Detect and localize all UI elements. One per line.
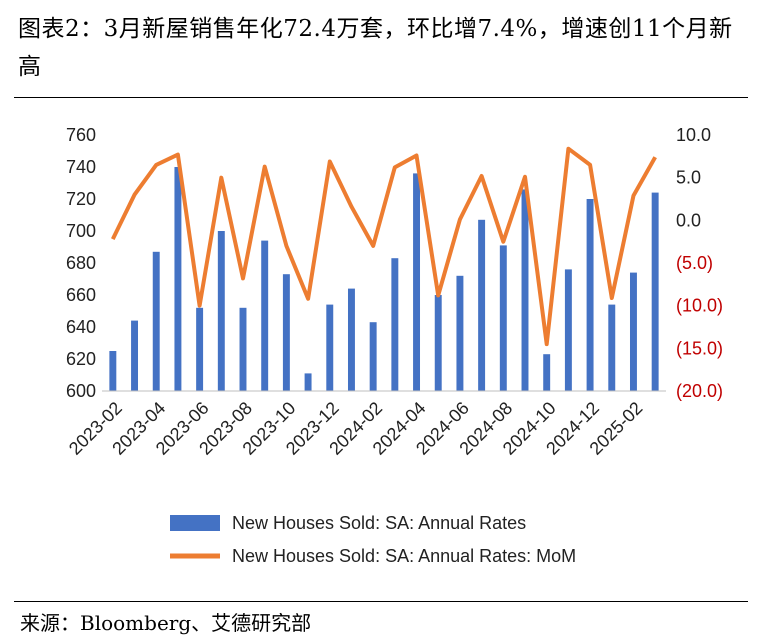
bar [564,269,572,391]
top-divider [14,97,748,98]
bar [152,251,160,391]
left-tick-label: 680 [66,253,96,273]
bar [478,219,486,391]
bar [217,231,225,391]
legend: New Houses Sold: SA: Annual Rates New Ho… [170,513,576,566]
right-axis-ticks: (20.0) (15.0) (10.0) (5.0) 0.0 5.0 10.0 [676,125,723,401]
right-tick-label: 0.0 [676,210,701,230]
bar [608,304,616,391]
bar [282,274,290,391]
left-tick-label: 720 [66,189,96,209]
left-tick-label: 700 [66,221,96,241]
combo-chart: 600 620 640 660 680 700 720 740 760 (20.0) (15.0)… [65,125,723,566]
bar [109,351,117,391]
bar [521,189,529,391]
right-tick-label: (10.0) [676,296,723,316]
left-tick-label: 760 [66,125,96,145]
left-tick-label: 640 [66,317,96,337]
bar [456,275,464,391]
left-axis-ticks: 600 620 640 660 680 700 720 740 760 [66,125,96,401]
bar [651,192,659,391]
bar-series [109,167,659,391]
bar [391,258,399,391]
bar [413,173,421,391]
legend-bar-swatch [170,515,220,531]
bar [196,307,204,391]
bar [586,199,594,391]
chart-title: 图表2：3月新屋销售年化72.4万套，环比增7.4%，增速创11个月新高 [18,16,733,80]
right-tick-label: (5.0) [676,253,713,273]
bar [347,288,355,391]
right-tick-label: (20.0) [676,381,723,401]
bar [239,307,247,391]
bar [543,354,551,391]
bar [326,304,334,391]
left-tick-label: 740 [66,157,96,177]
right-tick-label: (15.0) [676,338,723,358]
mom-line [111,146,657,347]
legend-bar-label: New Houses Sold: SA: Annual Rates [232,513,526,533]
right-tick-label: 10.0 [676,125,711,145]
left-tick-label: 600 [66,381,96,401]
legend-line-label: New Houses Sold: SA: Annual Rates: MoM [232,546,576,566]
left-tick-label: 620 [66,349,96,369]
bar [499,245,507,391]
bar [261,240,269,391]
bar [434,295,442,391]
source-note: 来源：Bloomberg、艾德研究部 [20,611,312,635]
x-axis-ticks: 2023-022023-042023-062023-082023-102023-… [65,398,646,459]
right-tick-label: 5.0 [676,168,701,188]
bottom-divider [14,601,748,602]
bar [131,320,139,391]
left-tick-label: 660 [66,285,96,305]
bar [304,373,312,391]
line-series [111,146,657,347]
bar [369,322,377,391]
bar [174,167,182,391]
bar [629,272,637,391]
